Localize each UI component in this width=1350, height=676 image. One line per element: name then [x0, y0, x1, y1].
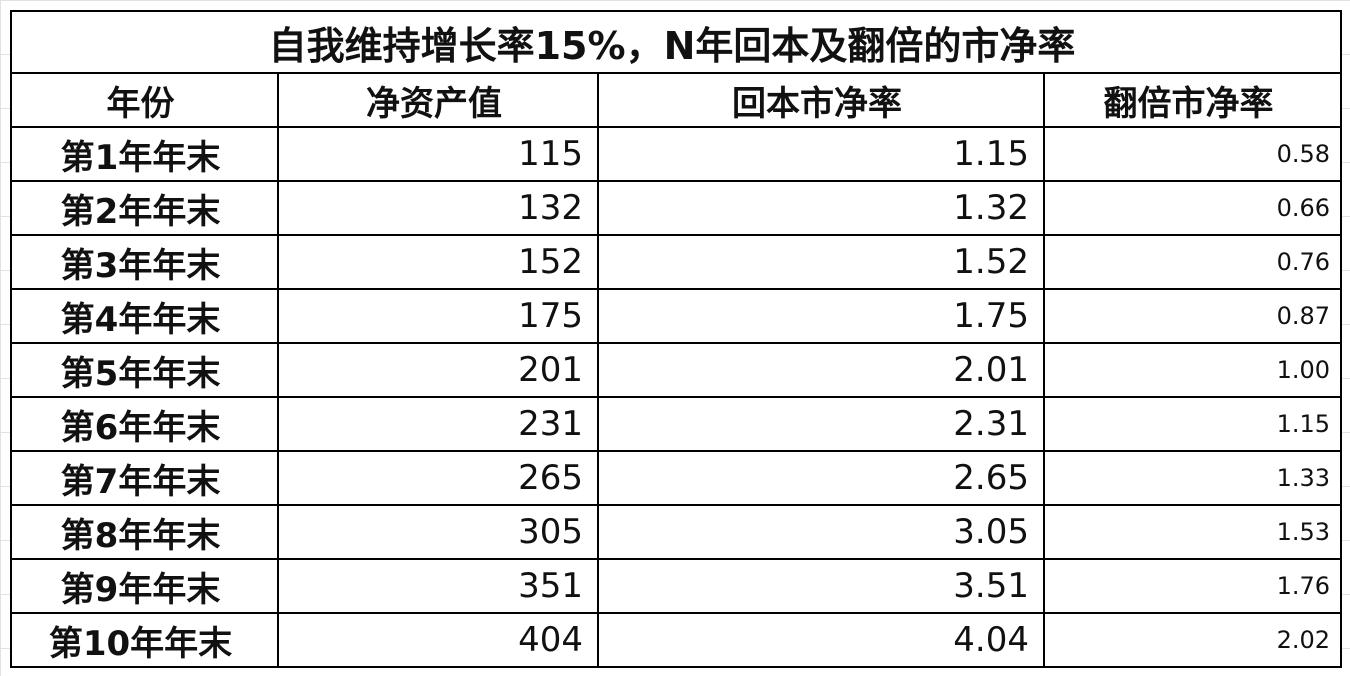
value-cell: 175: [277, 288, 599, 344]
value-cell: 1.15: [1043, 396, 1342, 452]
value-cell: 3.05: [597, 504, 1045, 560]
value-cell: 1.15: [597, 126, 1045, 182]
value-cell: 4.04: [597, 612, 1045, 668]
header-cell: 回本市净率: [597, 72, 1045, 128]
value-cell: 0.58: [1043, 126, 1342, 182]
table-row: 第9年年末 351 3.51 1.76: [10, 558, 1342, 614]
header-cell: 年份: [10, 72, 279, 128]
header-cell: 净资产值: [277, 72, 599, 128]
value-cell: 265: [277, 450, 599, 506]
header-cell: 翻倍市净率: [1043, 72, 1342, 128]
value-cell: 115: [277, 126, 599, 182]
value-cell: 1.52: [597, 234, 1045, 290]
table-row: 第6年年末 231 2.31 1.15: [10, 396, 1342, 452]
row-label: 第8年年末: [10, 504, 279, 560]
value-cell: 1.33: [1043, 450, 1342, 506]
row-label: 第7年年末: [10, 450, 279, 506]
header-row: 年份 净资产值 回本市净率 翻倍市净率: [10, 72, 1342, 128]
row-label: 第1年年末: [10, 126, 279, 182]
table-title: 自我维持增长率15%，N年回本及翻倍的市净率: [10, 10, 1342, 74]
value-cell: 2.02: [1043, 612, 1342, 668]
value-cell: 3.51: [597, 558, 1045, 614]
value-cell: 0.87: [1043, 288, 1342, 344]
value-cell: 2.65: [597, 450, 1045, 506]
table-row: 第3年年末 152 1.52 0.76: [10, 234, 1342, 290]
value-cell: 1.32: [597, 180, 1045, 236]
row-label: 第5年年末: [10, 342, 279, 398]
value-cell: 305: [277, 504, 599, 560]
table-row: 第2年年末 132 1.32 0.66: [10, 180, 1342, 236]
value-cell: 201: [277, 342, 599, 398]
row-label: 第10年年末: [10, 612, 279, 668]
table-body: 自我维持增长率15%，N年回本及翻倍的市净率 年份 净资产值 回本市净率 翻倍市净率第…: [10, 10, 1342, 668]
table: 自我维持增长率15%，N年回本及翻倍的市净率 年份 净资产值 回本市净率 翻倍市净率第…: [10, 10, 1342, 668]
table-row: 第4年年末 175 1.75 0.87: [10, 288, 1342, 344]
value-cell: 0.76: [1043, 234, 1342, 290]
row-label: 第9年年末: [10, 558, 279, 614]
table-row: 第5年年末 201 2.01 1.00: [10, 342, 1342, 398]
value-cell: 0.66: [1043, 180, 1342, 236]
value-cell: 1.00: [1043, 342, 1342, 398]
row-label: 第4年年末: [10, 288, 279, 344]
value-cell: 404: [277, 612, 599, 668]
value-cell: 1.53: [1043, 504, 1342, 560]
value-cell: 1.75: [597, 288, 1045, 344]
table-row: 第1年年末 115 1.15 0.58: [10, 126, 1342, 182]
row-label: 第6年年末: [10, 396, 279, 452]
title-row: 自我维持增长率15%，N年回本及翻倍的市净率: [10, 10, 1342, 74]
table-row: 第10年年末 404 4.04 2.02: [10, 612, 1342, 668]
table-row: 第8年年末 305 3.05 1.53: [10, 504, 1342, 560]
row-label: 第2年年末: [10, 180, 279, 236]
value-cell: 132: [277, 180, 599, 236]
table-row: 第7年年末 265 2.65 1.33: [10, 450, 1342, 506]
value-cell: 351: [277, 558, 599, 614]
value-cell: 2.01: [597, 342, 1045, 398]
value-cell: 1.76: [1043, 558, 1342, 614]
value-cell: 231: [277, 396, 599, 452]
value-cell: 152: [277, 234, 599, 290]
value-cell: 2.31: [597, 396, 1045, 452]
row-label: 第3年年末: [10, 234, 279, 290]
